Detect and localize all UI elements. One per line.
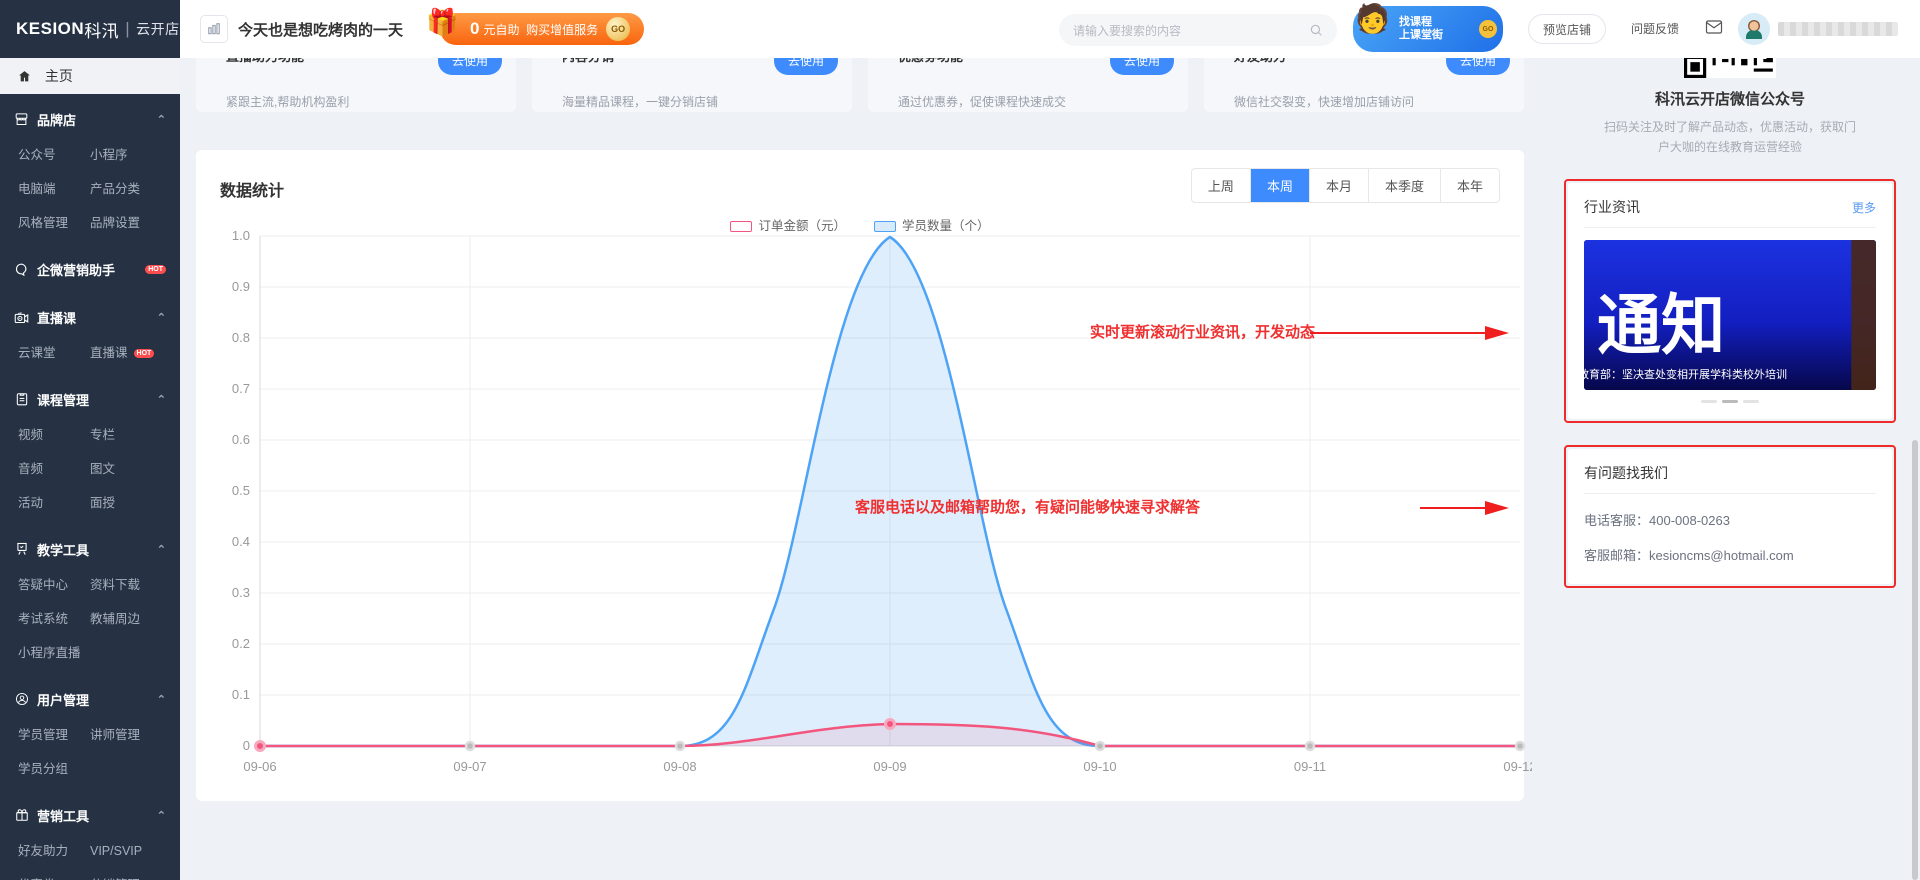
svg-text:0.8: 0.8 bbox=[232, 330, 250, 345]
svg-text:0.1: 0.1 bbox=[232, 687, 250, 702]
svg-text:0.5: 0.5 bbox=[232, 483, 250, 498]
svg-text:09-06: 09-06 bbox=[243, 759, 276, 774]
svg-text:0.7: 0.7 bbox=[232, 381, 250, 396]
svg-text:09-07: 09-07 bbox=[453, 759, 486, 774]
svg-text:09-08: 09-08 bbox=[663, 759, 696, 774]
svg-text:09-12: 09-12 bbox=[1503, 759, 1532, 774]
svg-text:0.4: 0.4 bbox=[232, 534, 250, 549]
svg-text:0.2: 0.2 bbox=[232, 636, 250, 651]
svg-text:1.0: 1.0 bbox=[232, 228, 250, 243]
svg-text:0.9: 0.9 bbox=[232, 279, 250, 294]
svg-text:09-10: 09-10 bbox=[1083, 759, 1116, 774]
svg-text:0.6: 0.6 bbox=[232, 432, 250, 447]
svg-text:09-09: 09-09 bbox=[873, 759, 906, 774]
svg-text:通知: 通知 bbox=[1597, 288, 1725, 362]
svg-text:09-11: 09-11 bbox=[1294, 759, 1326, 774]
svg-text:0.3: 0.3 bbox=[232, 585, 250, 600]
svg-text:0: 0 bbox=[243, 738, 250, 753]
